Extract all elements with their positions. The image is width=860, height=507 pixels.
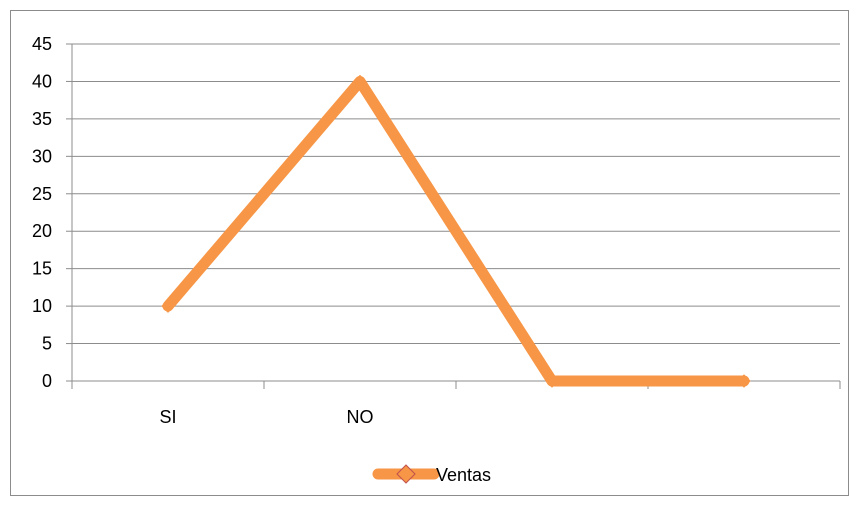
legend: Ventas xyxy=(372,464,491,485)
y-tick-label: 35 xyxy=(32,109,52,129)
y-tick-label: 25 xyxy=(32,184,52,204)
y-tick-label: 30 xyxy=(32,146,52,166)
axes xyxy=(71,44,840,382)
y-tick-label: 15 xyxy=(32,259,52,279)
y-tick-label: 5 xyxy=(42,334,52,354)
x-tick-label: SI xyxy=(159,407,176,427)
y-tick-label: 20 xyxy=(32,221,52,241)
data-point xyxy=(353,74,367,89)
data-point xyxy=(737,374,751,388)
series-layer xyxy=(161,74,751,388)
chart-frame xyxy=(10,10,849,496)
y-tick-label: 45 xyxy=(32,34,52,54)
x-axis-ticks: SI NO xyxy=(71,381,841,427)
y-axis-ticks: 0 5 10 15 20 25 30 35 40 45 xyxy=(32,34,72,391)
data-point xyxy=(545,374,559,388)
series-line-ventas xyxy=(162,75,750,387)
x-tick-label: NO xyxy=(347,407,374,427)
data-point xyxy=(161,299,175,313)
legend-label-ventas: Ventas xyxy=(436,465,491,485)
legend-marker-diamond xyxy=(396,464,416,484)
y-tick-label: 10 xyxy=(32,296,52,316)
gridlines xyxy=(72,43,840,345)
y-tick-label: 40 xyxy=(32,71,52,91)
y-tick-label: 0 xyxy=(42,371,52,391)
